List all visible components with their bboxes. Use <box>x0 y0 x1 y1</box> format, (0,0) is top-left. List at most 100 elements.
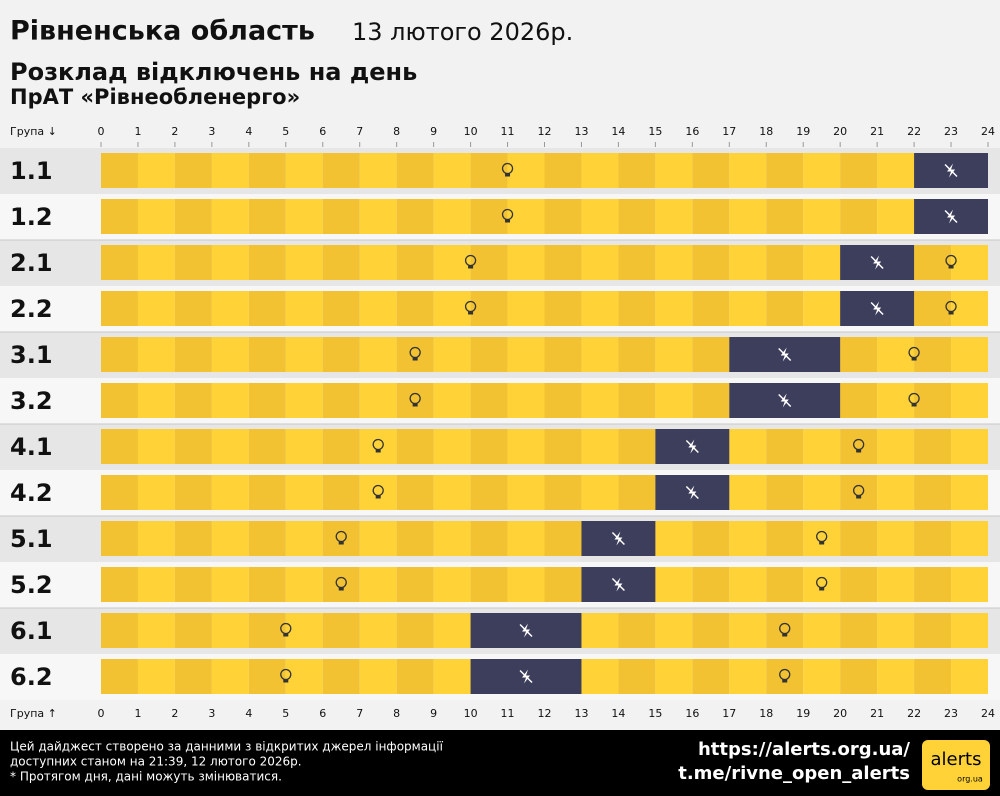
hour-cell <box>137 153 175 188</box>
hour-cell <box>692 153 730 188</box>
bulb-base <box>412 403 418 407</box>
hour-cell <box>396 429 434 464</box>
x-tick-label: 8 <box>393 707 400 720</box>
hour-cell <box>359 521 397 556</box>
hour-cell <box>211 475 249 510</box>
hour-cell <box>729 245 767 280</box>
hour-cell <box>137 475 175 510</box>
bulb-base <box>338 541 344 545</box>
x-tick-label: 2 <box>171 125 178 138</box>
hour-cell <box>248 429 286 464</box>
x-tick-label: 11 <box>501 125 515 138</box>
link[interactable]: https://alerts.org.ua/ <box>698 739 910 760</box>
hour-cell <box>285 245 323 280</box>
hour-cell <box>101 291 138 326</box>
hour-cell <box>285 521 323 556</box>
hour-cell <box>433 659 471 694</box>
chart: 0011223344556677889910101111121213131414… <box>0 125 1000 720</box>
hour-cell <box>359 475 397 510</box>
hour-cell <box>803 613 841 648</box>
hour-cell <box>729 199 767 234</box>
hour-cell <box>877 337 915 372</box>
x-tick-label: 23 <box>944 125 958 138</box>
hour-cell <box>729 521 767 556</box>
group-label: 6.1 <box>10 617 53 645</box>
bulb-base <box>856 495 862 499</box>
x-tick-label: 11 <box>501 707 515 720</box>
hour-cell <box>174 659 212 694</box>
hour-cell <box>433 291 471 326</box>
hour-cell <box>359 429 397 464</box>
bulb-base <box>782 679 788 683</box>
x-tick-label: 7 <box>356 707 363 720</box>
x-tick-label: 23 <box>944 707 958 720</box>
hour-cell <box>803 429 841 464</box>
bulb-base <box>948 311 954 315</box>
outage-icon-slash <box>778 393 792 408</box>
hour-cell <box>248 613 286 648</box>
hour-cell <box>174 199 212 234</box>
hour-cell <box>618 153 656 188</box>
hour-cell <box>840 567 878 602</box>
hour-cell <box>914 659 952 694</box>
x-tick-label: 3 <box>208 707 215 720</box>
region: Рівненська область <box>10 16 315 47</box>
x-tick-label: 21 <box>870 707 884 720</box>
hour-cell <box>618 475 656 510</box>
x-tick-label: 22 <box>907 707 921 720</box>
hour-cell <box>618 199 656 234</box>
hour-cell <box>101 521 138 556</box>
hour-cell <box>359 659 397 694</box>
x-tick-label: 19 <box>796 707 810 720</box>
outage-icon-slash <box>685 439 699 454</box>
hour-cell <box>396 153 434 188</box>
x-tick-label: 5 <box>282 125 289 138</box>
hour-cell <box>544 291 582 326</box>
hour-cell <box>581 383 619 418</box>
hour-cell <box>174 475 212 510</box>
hour-cell <box>211 613 249 648</box>
x-tick-label: 0 <box>98 125 105 138</box>
hour-cell <box>951 429 988 464</box>
hour-cell <box>877 475 915 510</box>
hour-cell <box>877 567 915 602</box>
hour-cell <box>507 199 545 234</box>
hour-cell <box>507 383 545 418</box>
hour-cell <box>618 291 656 326</box>
outage-icon-slash <box>685 485 699 500</box>
x-tick-label: 14 <box>611 125 625 138</box>
hour-cell <box>285 613 323 648</box>
hour-cell <box>655 245 693 280</box>
x-tick-label: 24 <box>981 707 995 720</box>
hour-cell <box>433 153 471 188</box>
x-tick-label: 4 <box>245 125 252 138</box>
hour-cell <box>211 199 249 234</box>
company: ПрАТ «Рівнеобленерго» <box>10 85 300 109</box>
hour-cell <box>322 199 360 234</box>
group-label: 2.1 <box>10 249 53 277</box>
hour-cell <box>285 291 323 326</box>
hour-cell <box>322 613 360 648</box>
hour-cell <box>248 199 286 234</box>
hour-cell <box>951 337 988 372</box>
hour-cell <box>174 153 212 188</box>
hour-cell <box>951 291 988 326</box>
hour-cell <box>322 521 360 556</box>
footer-note: доступних станом на 21:39, 12 лютого 202… <box>10 755 302 769</box>
outage-icon-slash <box>870 301 884 316</box>
hour-cell <box>174 613 212 648</box>
hour-cell <box>211 291 249 326</box>
hour-cell <box>211 383 249 418</box>
hour-cell <box>507 337 545 372</box>
bulb-base <box>375 495 381 499</box>
x-tick-label: 18 <box>759 707 773 720</box>
x-tick-label: 20 <box>833 707 847 720</box>
hour-cell <box>729 153 767 188</box>
group-label: 4.1 <box>10 433 53 461</box>
link[interactable]: t.me/rivne_open_alerts <box>678 763 910 784</box>
x-tick-label: 5 <box>282 707 289 720</box>
subtitle: Розклад відключень на день <box>10 58 417 86</box>
hour-cell <box>840 475 878 510</box>
hour-cell <box>211 659 249 694</box>
hour-cell <box>285 429 323 464</box>
